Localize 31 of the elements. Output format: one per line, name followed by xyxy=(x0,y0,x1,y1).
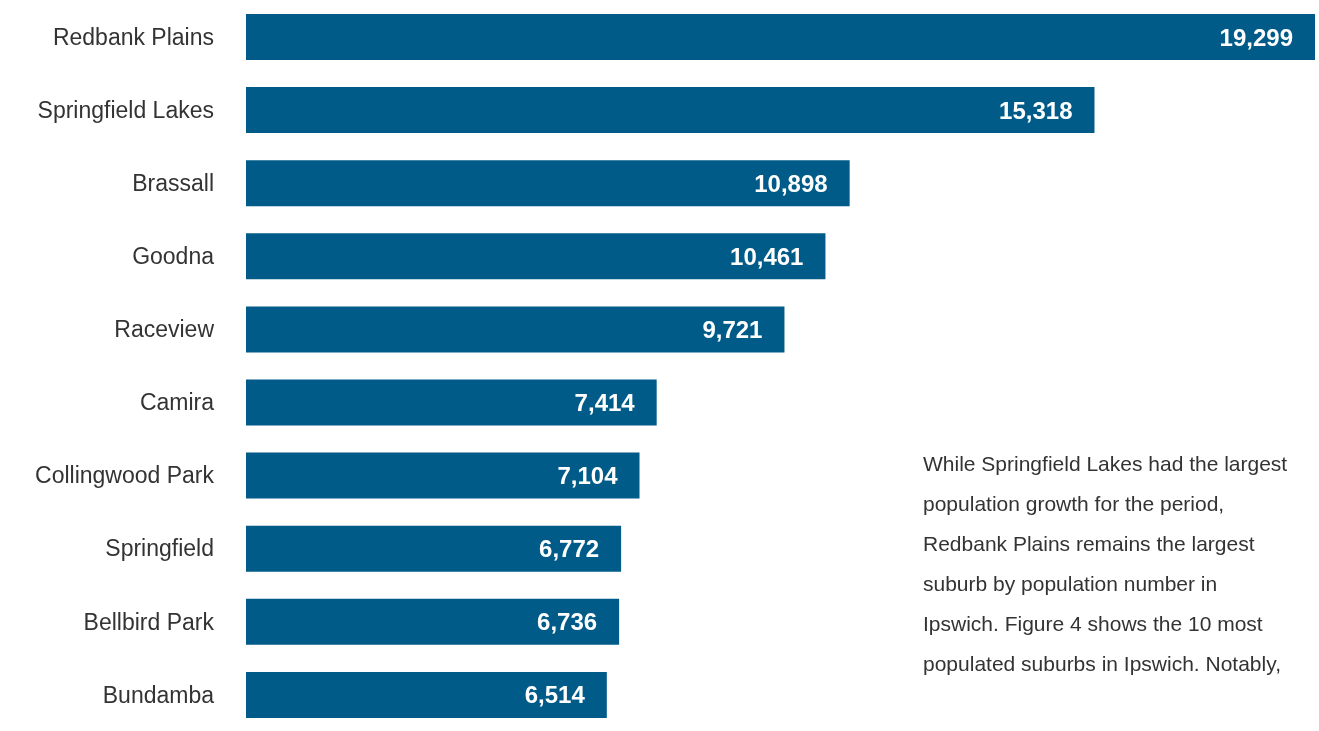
data-label: 6,736 xyxy=(537,608,598,636)
y-tick-label: Bellbird Park xyxy=(83,608,215,635)
bar xyxy=(246,87,1095,134)
bar xyxy=(246,452,640,499)
bar xyxy=(246,233,826,280)
bar xyxy=(246,379,657,426)
y-tick-label: Goodna xyxy=(132,243,215,270)
bar xyxy=(246,598,620,645)
data-label: 9,721 xyxy=(702,315,763,343)
bar xyxy=(246,14,1315,60)
data-label: 10,898 xyxy=(754,169,828,197)
y-tick-label: Raceview xyxy=(114,316,215,343)
data-label: 6,772 xyxy=(539,535,600,563)
bar xyxy=(246,160,850,207)
data-label: 10,461 xyxy=(730,242,804,270)
data-label: 15,318 xyxy=(999,96,1073,124)
y-tick-label: Bundamba xyxy=(102,681,215,708)
bar xyxy=(246,306,785,353)
annotation: While Springfield Lakes had the largest population growth for the period, Redbank Plains remains the largest suburb by population number in Ipswich. Figure 4 shows the 10 most populated suburbs in Ipswich. Notably, xyxy=(923,451,1289,677)
bar xyxy=(246,525,622,572)
y-tick-label: Collingwood Park xyxy=(35,462,215,489)
data-label: 19,299 xyxy=(1219,23,1293,51)
y-tick-label: Springfield xyxy=(105,535,214,562)
data-label: 7,104 xyxy=(557,462,619,490)
y-tick-label: Springfield Lakes xyxy=(37,96,214,123)
y-tick-label: Redbank Plains xyxy=(52,23,214,50)
y-tick-label: Brassall xyxy=(132,169,214,196)
data-label: 7,414 xyxy=(574,389,636,417)
bar xyxy=(246,671,607,718)
y-tick-label: Camira xyxy=(139,389,215,416)
data-label: 6,514 xyxy=(524,681,586,709)
